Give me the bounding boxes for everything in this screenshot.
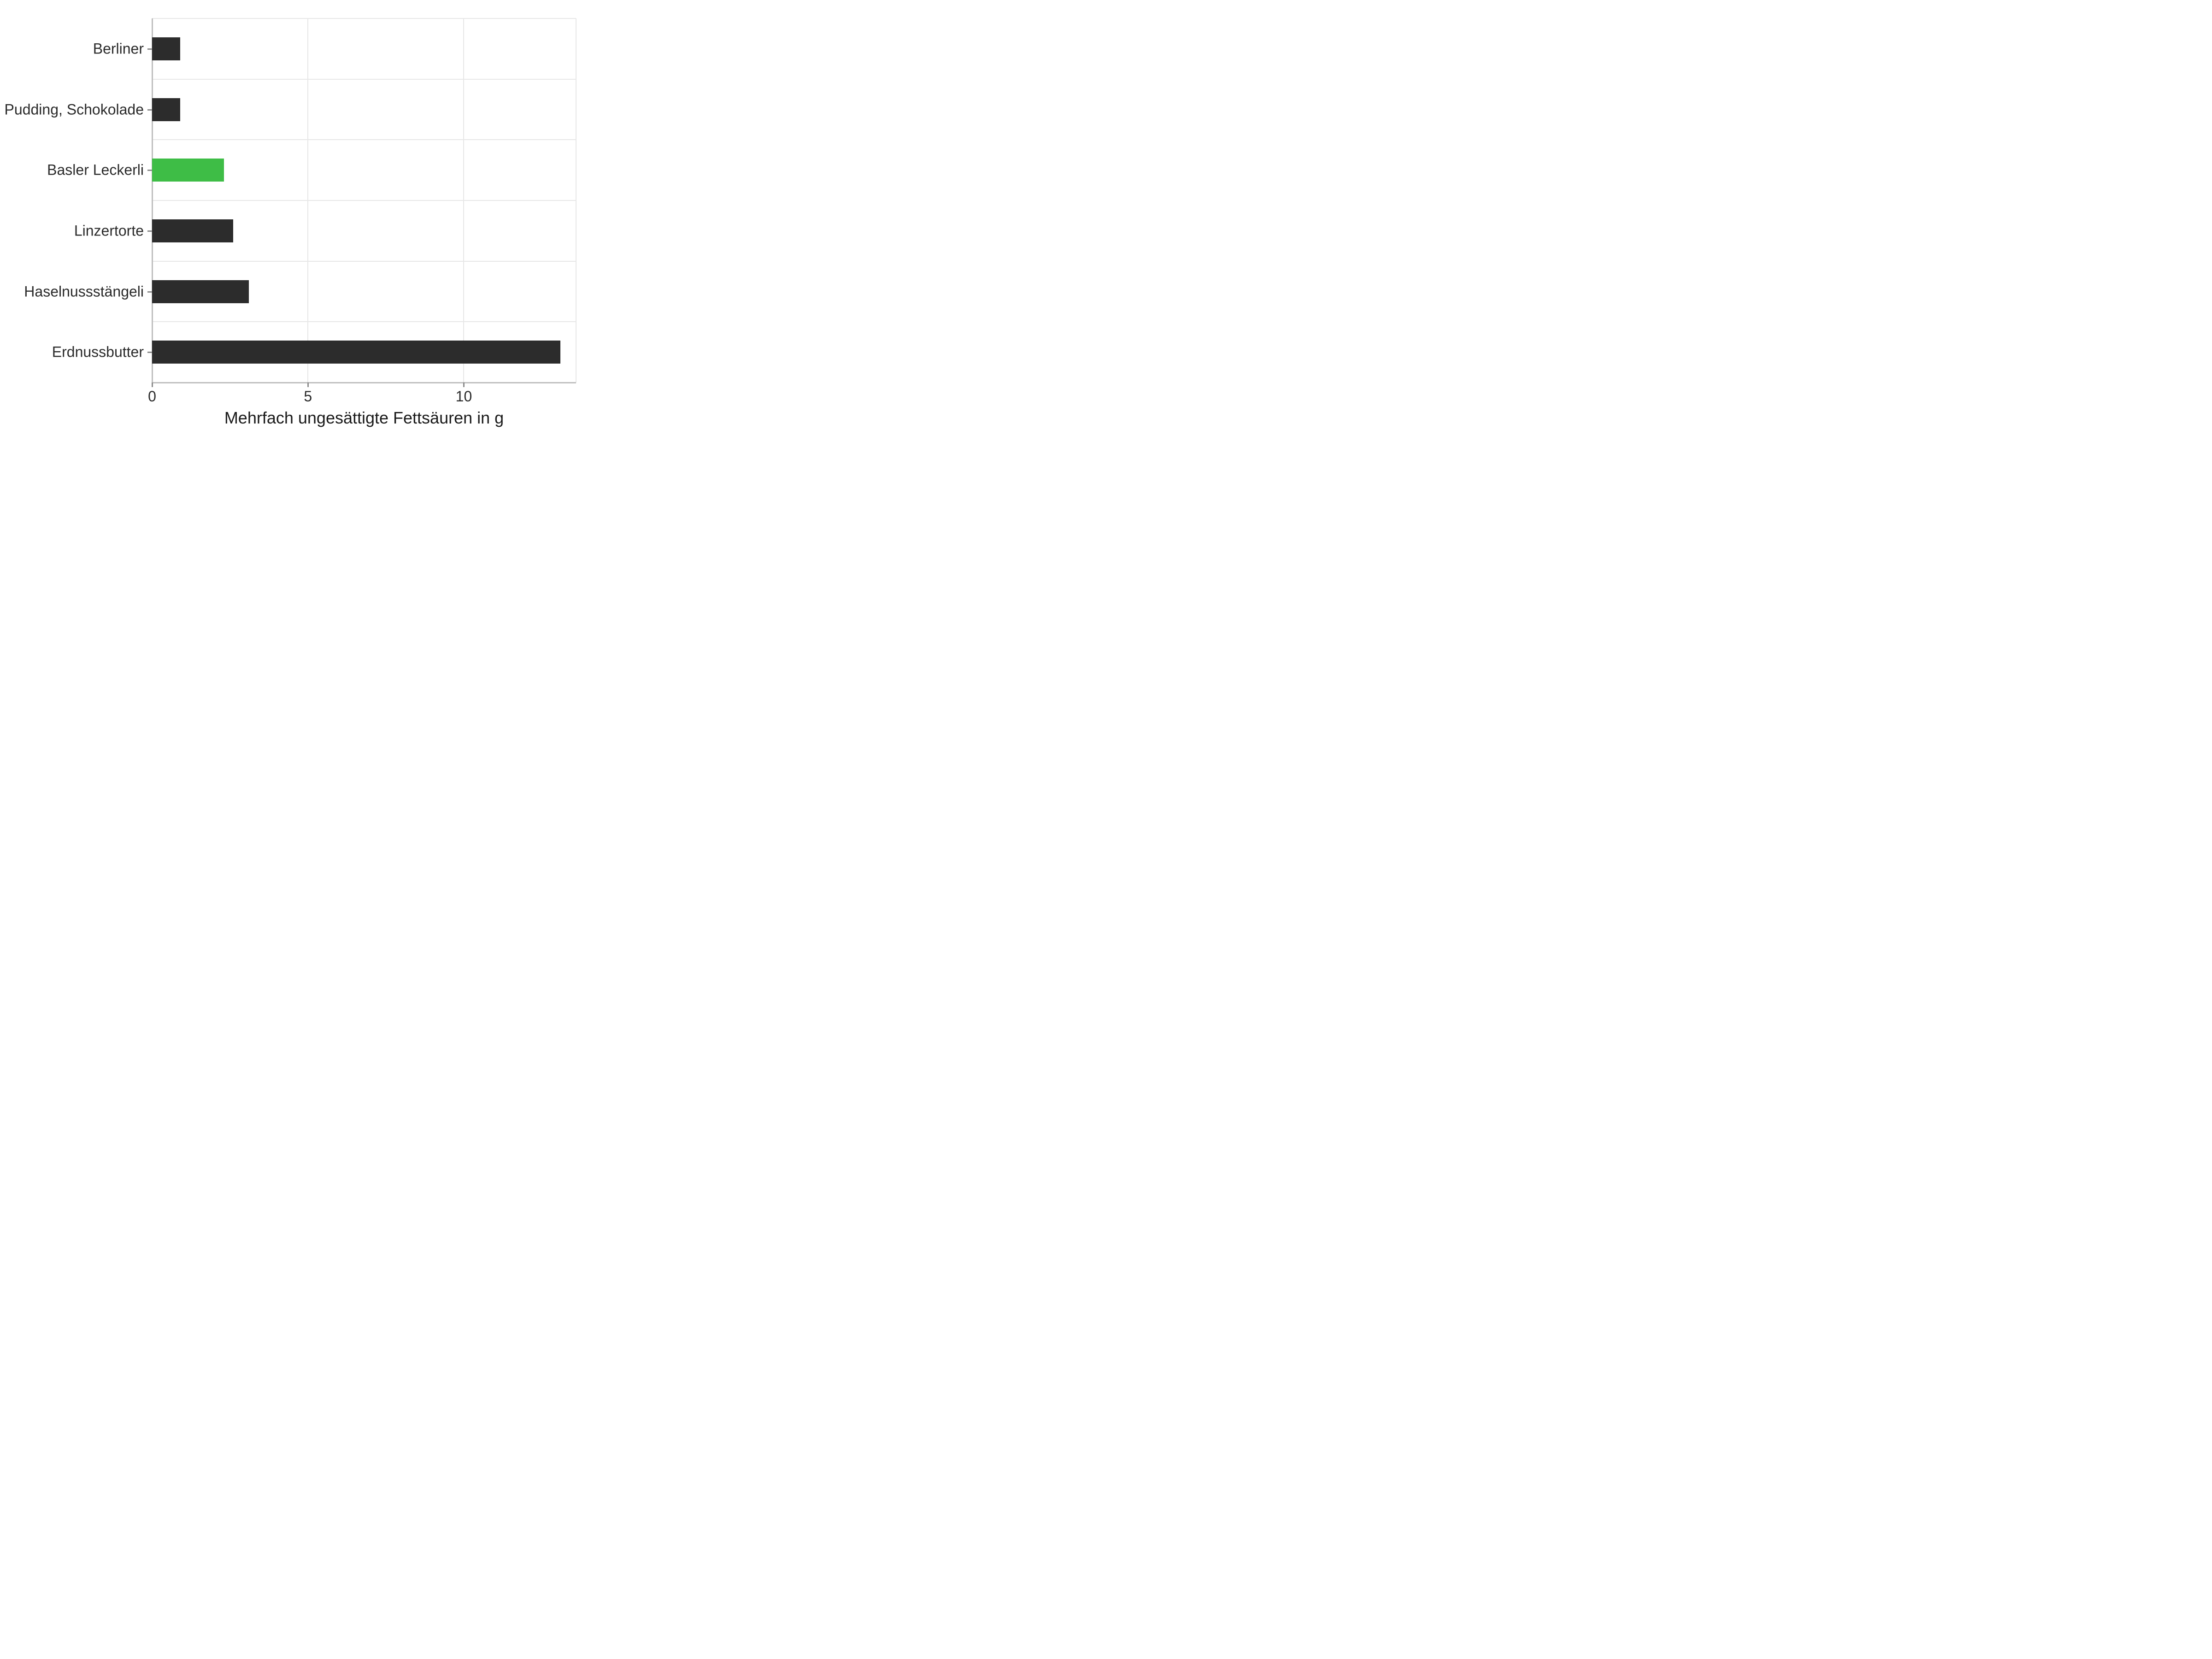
gridline-horizontal (152, 139, 576, 140)
gridline-horizontal (152, 200, 576, 201)
x-tick-mark (152, 382, 153, 387)
bar (152, 37, 180, 60)
gridline-horizontal (152, 261, 576, 262)
y-tick-label: Berliner (93, 40, 152, 57)
bar (152, 341, 560, 364)
y-tick-label: Pudding, Schokolade (5, 101, 152, 118)
y-tick-label: Basler Leckerli (47, 162, 152, 179)
y-tick-mark (147, 109, 152, 111)
bar (152, 280, 249, 303)
y-tick-label: Haselnussstängeli (24, 283, 152, 300)
y-tick-mark (147, 170, 152, 171)
bar (152, 219, 233, 242)
x-tick-mark (307, 382, 309, 387)
chart-container: Mehrfach ungesättigte Fettsäuren in g Be… (0, 0, 590, 442)
x-axis-title: Mehrfach ungesättigte Fettsäuren in g (224, 408, 504, 428)
gridline-vertical (463, 18, 464, 382)
y-tick-label: Erdnussbutter (52, 344, 152, 361)
plot-area: Mehrfach ungesättigte Fettsäuren in g Be… (152, 18, 576, 382)
bar (152, 98, 180, 121)
y-tick-mark (147, 352, 152, 353)
gridline-horizontal (152, 79, 576, 80)
y-tick-mark (147, 48, 152, 50)
gridline-vertical (307, 18, 308, 382)
bar (152, 159, 224, 182)
gridline-vertical (576, 18, 577, 382)
y-tick-mark (147, 230, 152, 232)
y-tick-mark (147, 291, 152, 293)
gridline-horizontal (152, 18, 576, 19)
y-axis-line (152, 18, 153, 382)
x-axis-line (152, 382, 576, 383)
y-tick-label: Linzertorte (74, 222, 152, 239)
gridline-horizontal (152, 321, 576, 322)
x-tick-mark (463, 382, 465, 387)
